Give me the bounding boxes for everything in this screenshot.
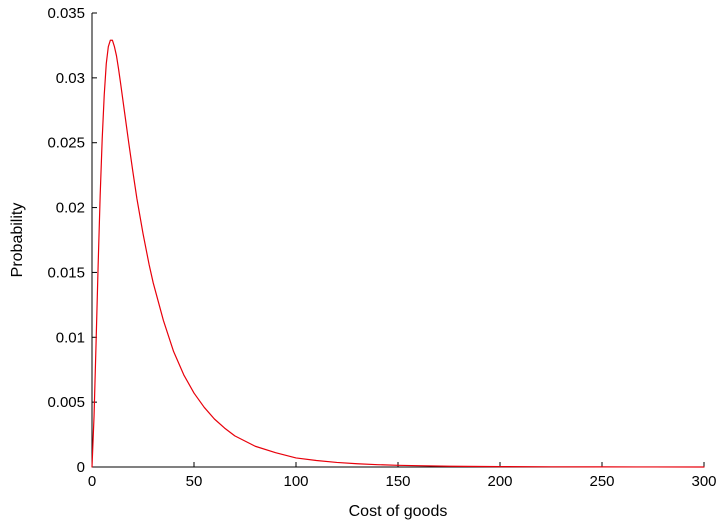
y-tick-label: 0.015 xyxy=(47,264,85,281)
x-tick-label: 0 xyxy=(88,473,96,490)
x-tick-label: 50 xyxy=(186,473,203,490)
x-axis-label: Cost of goods xyxy=(349,503,448,520)
series-layer xyxy=(91,39,705,468)
y-axis-label: Probability xyxy=(9,203,26,278)
ticks: 0 50 100 150 200 250 300 0 0.005 0.01 0.015 0.02 0.0… xyxy=(47,5,716,490)
y-tick-label: 0.01 xyxy=(56,329,85,346)
axes xyxy=(91,13,704,468)
x-tick-label: 250 xyxy=(589,473,614,490)
x-tick-label: 100 xyxy=(283,473,308,490)
x-tick-label: 150 xyxy=(385,473,410,490)
x-tick-label: 300 xyxy=(691,473,716,490)
y-tick-label: 0.005 xyxy=(47,394,85,411)
y-tick-label: 0.03 xyxy=(56,70,85,87)
x-tick-label: 200 xyxy=(487,473,512,490)
y-tick-label: 0 xyxy=(77,459,85,476)
series-line-0 xyxy=(91,39,705,468)
y-tick-label: 0.025 xyxy=(47,135,85,152)
y-tick-label: 0.035 xyxy=(47,5,85,22)
y-tick-label: 0.02 xyxy=(56,200,85,217)
